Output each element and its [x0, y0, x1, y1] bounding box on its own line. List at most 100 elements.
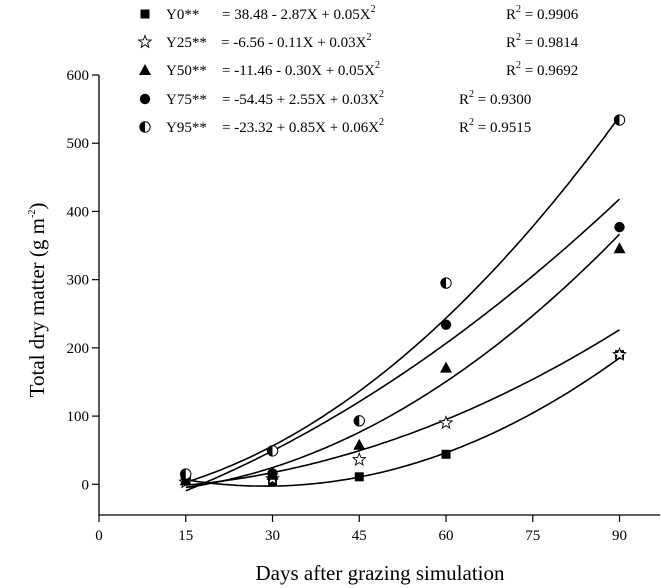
half-circle-fill	[267, 445, 273, 457]
axes: 0 15 30 45 60 75 90 0 100 200 300 400 500 600	[67, 68, 660, 544]
legend-marker	[139, 121, 151, 133]
y-axis-title-superscript: -2	[27, 210, 38, 218]
y-tick-label: 500	[67, 136, 90, 152]
data-point	[180, 468, 192, 480]
legend-r-squared: R2 = 0.9300	[459, 89, 531, 108]
half-circle-fill	[614, 114, 620, 126]
x-tick-label: 45	[352, 528, 367, 544]
legend-r-squared: R2 = 0.9906	[506, 4, 579, 23]
legend-equation-superscript: 2	[379, 89, 384, 100]
r-squared-superscript: 2	[516, 32, 521, 43]
legend-series-name: Y50**	[166, 63, 207, 79]
data-point	[612, 346, 627, 361]
legend-equation: = -23.32 + 0.85X + 0.06X2	[222, 117, 384, 136]
square-marker	[441, 449, 451, 459]
fit-curve	[185, 233, 621, 489]
data-point	[614, 221, 625, 233]
r-squared-label: R	[506, 63, 516, 79]
r-squared-label: R	[506, 35, 516, 51]
legend-equation: = -54.45 + 2.55X + 0.03X2	[222, 89, 384, 108]
circle-marker	[614, 221, 625, 233]
data-point	[267, 468, 278, 479]
legend: Y0** = 38.48 - 2.87X + 0.05X2 R2 = 0.9906Y…	[137, 4, 579, 136]
legend-marker	[140, 9, 150, 19]
legend-marker	[137, 34, 153, 49]
legend-series-name: Y25**	[166, 35, 207, 51]
legend-equation: = -11.46 - 0.30X + 0.05X2	[222, 60, 380, 79]
r-squared-superscript: 2	[469, 89, 474, 100]
legend-series-name: Y75**	[166, 92, 207, 108]
x-tick-label: 30	[265, 528, 280, 544]
data-point	[440, 277, 452, 289]
r-squared-label: R	[506, 7, 516, 23]
y-tick-label: 200	[67, 341, 90, 357]
y-tick-label: 100	[67, 409, 90, 425]
legend-equation: = 38.48 - 2.87X + 0.05X2	[222, 4, 376, 23]
data-point	[440, 361, 453, 373]
y-tick-label: 0	[82, 477, 90, 493]
legend-equation-text: = -23.32 + 0.85X + 0.06X	[222, 120, 379, 136]
legend-equation-superscript: 2	[371, 4, 376, 15]
data-point	[441, 449, 451, 459]
legend-marker	[139, 64, 151, 75]
y-axis-title: Total dry matter (g m-2)	[25, 203, 49, 398]
half-circle-fill	[139, 121, 145, 133]
circle-marker	[139, 93, 151, 105]
r-squared-value: = 0.9300	[474, 92, 531, 108]
legend-series-name: Y0**	[166, 7, 199, 23]
r-squared-value: = 0.9814	[521, 35, 579, 51]
x-tick-label: 90	[612, 528, 627, 544]
triangle-marker	[613, 242, 626, 254]
data-points	[178, 114, 627, 489]
half-circle-fill	[180, 468, 186, 480]
half-circle-fill	[440, 277, 447, 289]
star-marker	[351, 451, 367, 467]
star-marker	[438, 415, 454, 430]
x-tick-label: 0	[95, 528, 103, 544]
data-point	[613, 114, 626, 126]
legend-marker	[139, 93, 151, 105]
y-tick-label: 300	[67, 273, 90, 289]
fit-curve	[185, 116, 621, 484]
r-squared-superscript: 2	[516, 60, 521, 71]
x-tick-label: 15	[178, 528, 193, 544]
legend-equation-text: = 38.48 - 2.87X + 0.05X	[222, 7, 371, 23]
triangle-marker	[353, 438, 366, 450]
r-squared-value: = 0.9692	[521, 63, 578, 79]
star-marker	[137, 34, 153, 49]
data-point	[353, 438, 366, 450]
fit-curve	[185, 357, 620, 487]
half-circle-fill	[354, 415, 360, 427]
triangle-marker	[139, 64, 151, 75]
fitted-curves	[185, 116, 621, 492]
legend-r-squared: R2 = 0.9814	[506, 32, 579, 51]
r-squared-label: R	[459, 92, 469, 108]
star-marker	[612, 346, 627, 361]
data-point	[440, 319, 452, 330]
y-tick-label: 600	[67, 68, 90, 84]
legend-equation-text: = -54.45 + 2.55X + 0.03X	[222, 92, 379, 108]
circle-marker	[267, 468, 278, 479]
r-squared-superscript: 2	[516, 4, 521, 15]
fit-curve	[185, 329, 620, 487]
x-axis-title: Days after grazing simulation	[255, 561, 505, 585]
data-point	[266, 445, 279, 457]
legend-equation-text: = -6.56 - 0.11X + 0.03X	[221, 35, 367, 51]
data-point	[613, 242, 626, 254]
legend-r-squared: R2 = 0.9692	[506, 60, 578, 79]
legend-equation: = -6.56 - 0.11X + 0.03X2	[221, 32, 372, 51]
legend-series-name: Y95**	[166, 120, 207, 136]
r-squared-value: = 0.9515	[474, 120, 531, 136]
y-axis-title-text: Total dry matter (g m	[25, 218, 49, 397]
legend-equation-text: = -11.46 - 0.30X + 0.05X	[222, 63, 375, 79]
x-tick-label: 75	[525, 528, 540, 544]
legend-equation-superscript: 2	[367, 32, 372, 43]
data-point	[353, 415, 365, 427]
r-squared-superscript: 2	[469, 117, 474, 128]
y-axis-title-close: )	[25, 203, 49, 210]
square-marker	[140, 9, 150, 19]
data-point	[438, 415, 454, 430]
data-point	[354, 472, 364, 482]
legend-equation-superscript: 2	[375, 60, 380, 71]
x-tick-label: 60	[439, 528, 454, 544]
